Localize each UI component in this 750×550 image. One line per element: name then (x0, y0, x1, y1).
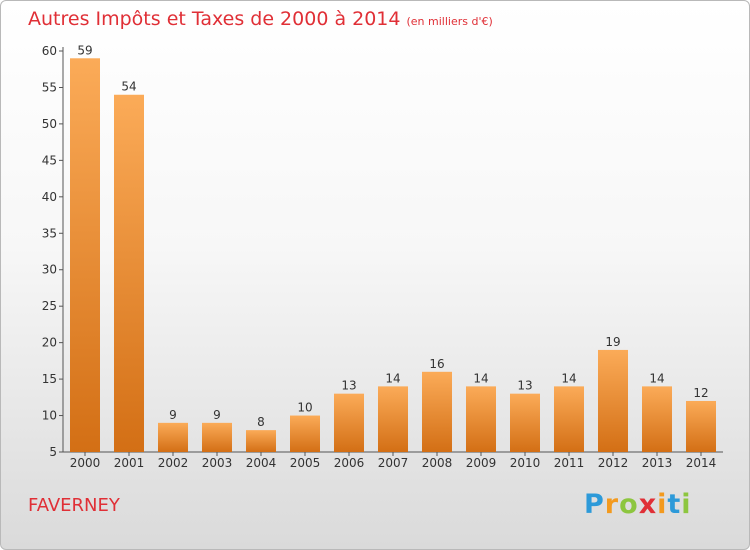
data-label: 10 (297, 401, 312, 415)
chart-subtitle: (en milliers d'€) (406, 15, 493, 28)
bar (598, 349, 628, 452)
x-tick-label: 2008 (422, 456, 453, 470)
data-label: 19 (605, 335, 620, 349)
data-label: 14 (385, 371, 400, 385)
y-tick-label: 25 (42, 299, 57, 313)
y-tick-label: 35 (42, 226, 57, 240)
y-tick-label: 50 (42, 117, 57, 131)
data-label: 9 (213, 408, 221, 422)
y-tick-label: 55 (42, 80, 57, 94)
data-label: 9 (169, 408, 177, 422)
y-tick-label: 15 (42, 372, 57, 386)
data-label: 14 (649, 371, 664, 385)
y-tick-label: 60 (42, 44, 57, 58)
y-tick-label: 5 (49, 445, 57, 459)
y-tick-label: 30 (42, 263, 57, 277)
logo-letter: x (638, 489, 658, 520)
y-tick-label: 10 (42, 409, 57, 423)
x-tick-label: 2009 (466, 456, 497, 470)
logo-letter: i (681, 489, 692, 520)
x-tick-label: 2014 (686, 456, 717, 470)
x-tick-label: 2010 (510, 456, 541, 470)
data-label: 14 (473, 371, 488, 385)
bar (246, 430, 276, 452)
data-label: 54 (121, 80, 136, 94)
bar (686, 400, 716, 452)
y-tick-label: 40 (42, 190, 57, 204)
bar (334, 393, 364, 452)
bar (70, 58, 100, 453)
x-tick-label: 2001 (114, 456, 145, 470)
bar (510, 393, 540, 452)
bar (466, 386, 496, 452)
y-tick-label: 45 (42, 153, 57, 167)
x-tick-label: 2003 (202, 456, 233, 470)
bar (114, 94, 144, 452)
logo-letter: o (619, 489, 639, 520)
data-label: 13 (341, 379, 356, 393)
bar (202, 422, 232, 452)
x-tick-label: 2006 (334, 456, 365, 470)
chart-title-text: Autres Impôts et Taxes de 2000 à 2014 (28, 8, 401, 30)
x-tick-label: 2002 (158, 456, 189, 470)
x-tick-label: 2004 (246, 456, 277, 470)
x-tick-label: 2012 (598, 456, 629, 470)
x-tick-label: 2011 (554, 456, 585, 470)
y-axis: 5 10 15 20 25 30 35 40 45 50 55 60 (42, 44, 64, 459)
proxiti-logo: Proxiti (584, 489, 692, 520)
logo-letter: r (604, 489, 620, 520)
logo-letter: t (667, 489, 682, 520)
data-label: 59 (77, 43, 92, 57)
chart-title: Autres Impôts et Taxes de 2000 à 2014 (en… (28, 8, 493, 30)
bar (290, 415, 320, 452)
y-tick-label: 20 (42, 336, 57, 350)
x-tick-label: 2007 (378, 456, 409, 470)
logo-letter: i (657, 489, 668, 520)
bar (642, 386, 672, 452)
bar (158, 422, 188, 452)
data-label: 14 (561, 371, 576, 385)
bars (70, 58, 716, 453)
bar (378, 386, 408, 452)
logo-letter: P (584, 489, 605, 520)
data-label: 12 (693, 386, 708, 400)
bar (422, 371, 452, 452)
x-tick-label: 2013 (642, 456, 673, 470)
x-tick-label: 2000 (70, 456, 101, 470)
data-labels: 59 54 9 9 8 10 13 14 16 14 13 14 19 14 12 (77, 43, 708, 429)
data-label: 8 (257, 415, 265, 429)
commune-name: FAVERNEY (28, 495, 120, 516)
x-tick-label: 2005 (290, 456, 321, 470)
data-label: 16 (429, 357, 444, 371)
bar (554, 386, 584, 452)
x-axis: 2000 2001 2002 2003 2004 2005 2006 2007 2008 2009… (63, 451, 723, 470)
data-label: 13 (517, 379, 532, 393)
